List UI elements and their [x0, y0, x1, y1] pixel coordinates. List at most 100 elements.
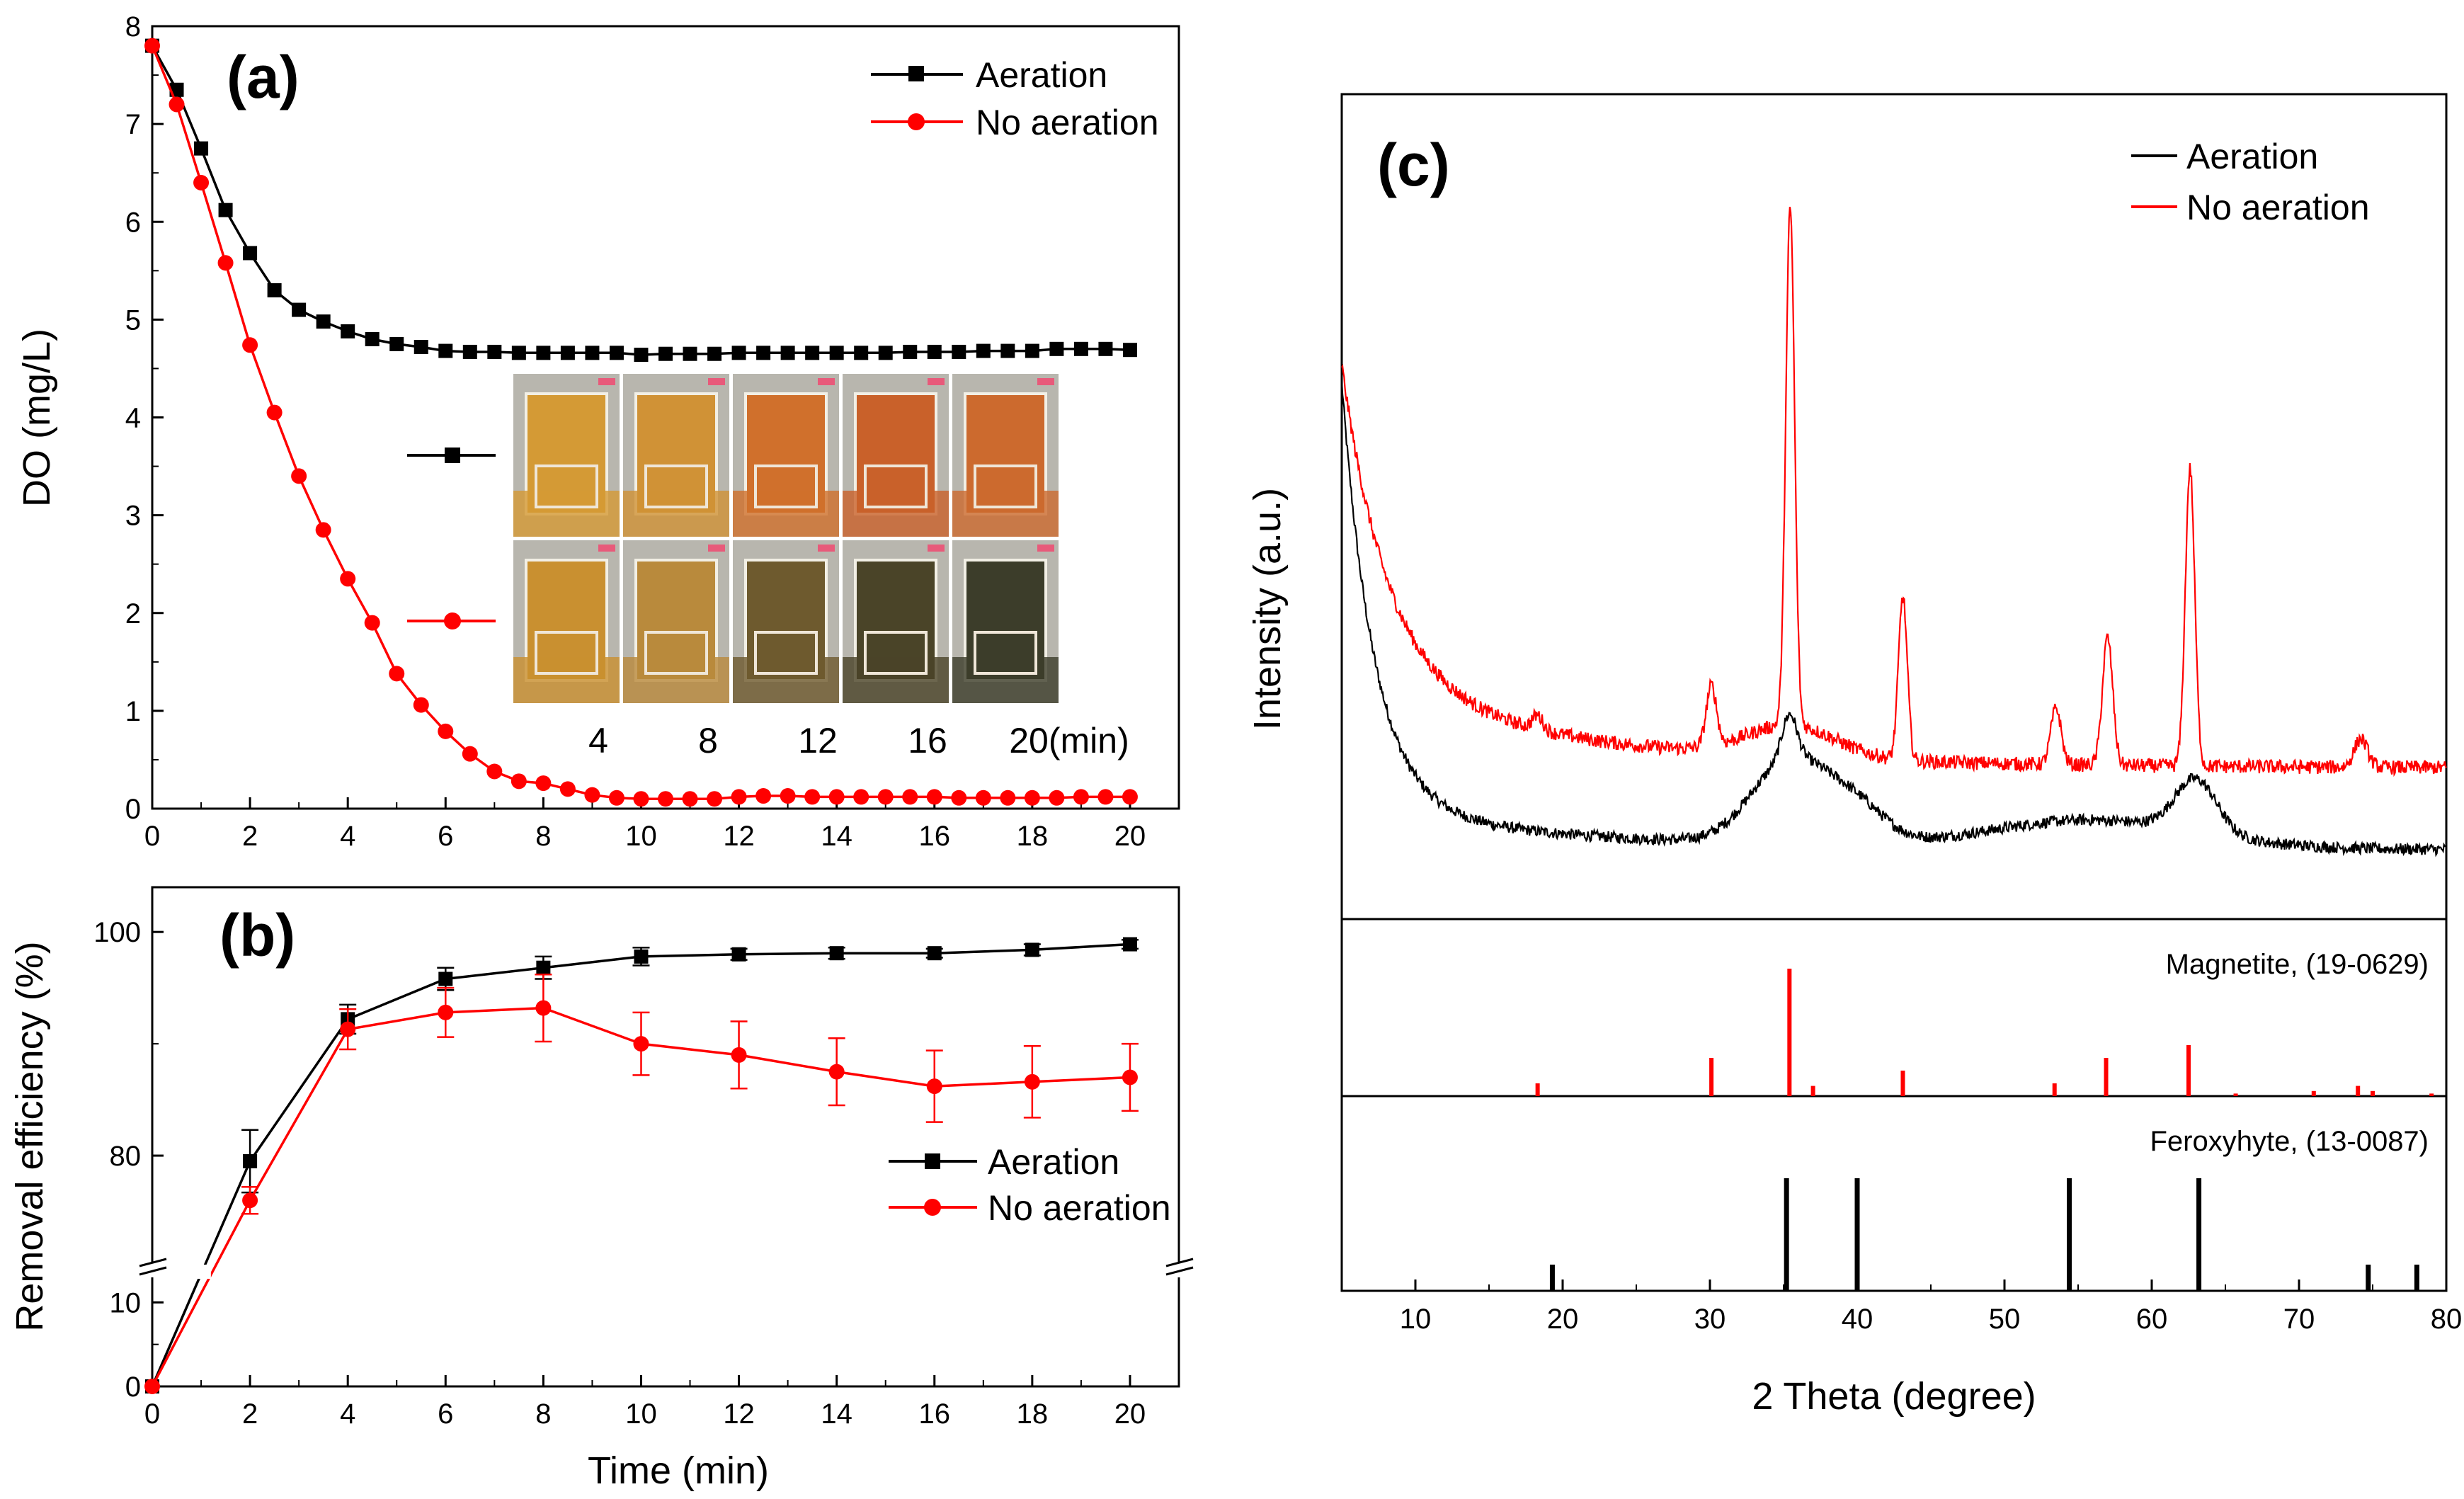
a-point-no-aeration: [486, 763, 503, 780]
a-point-aeration: [292, 302, 307, 317]
inset-photo-grid: [513, 374, 1059, 703]
legend-a-no-aeration-marker: [908, 113, 925, 130]
photo-basin: [513, 491, 620, 537]
b-x-tick-label: 10: [625, 1398, 657, 1430]
inset-time-label-20: 20(min): [1009, 721, 1129, 760]
inset-time-labels: 4 8 12 16 20(min): [588, 721, 1129, 760]
a-point-no-aeration: [169, 96, 185, 113]
a-point-no-aeration: [438, 723, 454, 739]
panel-b-removal-chart: 0 2 4 6 8 10 12 14 16 18 20 0 10 80 100 (b) Removal ef…: [8, 886, 1194, 1492]
a-point-no-aeration: [1024, 790, 1040, 806]
photo-tag: [928, 378, 945, 385]
inset-photo-aeration-20(min): [952, 374, 1059, 537]
c-x-tick-label: 80: [2431, 1304, 2463, 1335]
a-point-aeration: [829, 346, 844, 360]
a-point-aeration: [1098, 341, 1113, 356]
magnetite-stick: [1900, 1071, 1905, 1096]
b-point-no-aeration: [144, 1379, 160, 1394]
a-point-no-aeration: [389, 666, 405, 682]
a-point-aeration: [316, 314, 331, 329]
photo-basin: [623, 491, 729, 537]
a-point-aeration: [903, 344, 918, 359]
a-x-tick-label: 0: [144, 821, 160, 852]
panel-b-marks: [144, 937, 1139, 1394]
a-point-aeration: [413, 340, 428, 355]
magnetite-stick: [2311, 1090, 2316, 1096]
photo-basin: [952, 657, 1059, 703]
panel-c-ticks: 10 20 30 40 50 60 70 80: [1341, 1279, 2463, 1335]
a-x-tick-label: 18: [1017, 821, 1049, 852]
legend-a-no-aeration: No aeration: [976, 103, 1159, 142]
a-point-no-aeration: [682, 791, 698, 807]
a-point-no-aeration: [877, 789, 894, 805]
b-point-aeration: [1122, 937, 1137, 952]
photo-frame: [974, 631, 1037, 675]
inset-no-aeration-row-marker: [444, 612, 461, 629]
a-point-aeration: [805, 346, 820, 360]
panel-b-x-axis-label: Time (min): [588, 1449, 769, 1492]
a-point-aeration: [1122, 343, 1137, 358]
xrd-pattern-no-aeration: [1341, 207, 2447, 777]
a-x-tick-label: 4: [340, 821, 355, 852]
a-y-tick-label: 8: [125, 11, 141, 42]
legend-a-aeration: Aeration: [976, 55, 1107, 95]
b-x-tick-label: 2: [242, 1398, 258, 1430]
a-point-aeration: [536, 346, 551, 360]
legend-b-no-aeration-marker: [924, 1199, 941, 1216]
photo-frame: [644, 631, 708, 675]
photo-tag: [598, 378, 615, 385]
a-point-no-aeration: [731, 789, 747, 805]
panel-c-axes-frame: [1340, 93, 2448, 1292]
a-point-no-aeration: [1000, 790, 1016, 806]
a-point-no-aeration: [1049, 790, 1065, 806]
axis-break-marks: [139, 1258, 1194, 1277]
photo-tag: [928, 545, 945, 552]
feroxyhyte-stick: [2366, 1265, 2371, 1291]
a-y-tick-label: 3: [125, 501, 141, 532]
a-point-no-aeration: [584, 787, 600, 803]
inset-row-markers: [407, 448, 496, 629]
a-point-no-aeration: [828, 789, 845, 805]
feroxyhyte-label: Feroxyhyte, (13-0087): [2150, 1126, 2429, 1157]
legend-b-no-aeration: No aeration: [988, 1188, 1171, 1228]
photo-tag: [1037, 545, 1054, 552]
panel-a-label: (a): [227, 44, 300, 110]
a-point-no-aeration: [535, 775, 552, 792]
photo-frame: [864, 464, 928, 508]
photo-basin: [733, 657, 839, 703]
b-point-no-aeration: [1024, 1073, 1040, 1090]
a-point-no-aeration: [951, 790, 967, 806]
b-series-line-aeration: [151, 942, 1131, 1387]
magnetite-stick: [2052, 1083, 2057, 1096]
b-point-no-aeration: [1122, 1069, 1138, 1085]
b-x-tick-label: 20: [1114, 1398, 1146, 1430]
magnetite-stick: [2371, 1090, 2375, 1096]
a-point-aeration: [1073, 341, 1088, 356]
magnetite-stick: [1535, 1083, 1540, 1096]
a-point-aeration: [585, 346, 600, 360]
magnetite-stick: [2356, 1085, 2361, 1096]
a-point-aeration: [976, 343, 991, 358]
magnetite-stick: [1810, 1085, 1815, 1096]
legend-a-aeration-marker: [908, 66, 924, 81]
a-point-aeration: [878, 346, 893, 360]
inset-time-label-4: 4: [588, 721, 608, 760]
inset-photo-no-aeration-8: [623, 540, 729, 703]
panel-c-xrd-chart: 10 20 30 40 50 60 70 80 (c) Intensity (a.u.) 2 …: [1246, 93, 2463, 1418]
a-point-no-aeration: [511, 773, 527, 790]
photo-frame: [974, 464, 1037, 508]
a-point-aeration: [756, 346, 771, 360]
inset-photo-aeration-8: [623, 374, 729, 537]
magnetite-stick: [2104, 1058, 2109, 1096]
a-x-tick-label: 12: [723, 821, 755, 852]
b-point-no-aeration: [438, 1004, 454, 1020]
magnetite-stick: [1787, 969, 1792, 1096]
a-point-no-aeration: [707, 791, 723, 807]
a-point-aeration: [365, 332, 380, 346]
xrd-pattern-aeration: [1340, 380, 2447, 857]
photo-tag: [708, 378, 725, 385]
panel-a-marks: [144, 38, 1138, 807]
panel-c-legend: Aeration No aeration: [2131, 137, 2370, 227]
